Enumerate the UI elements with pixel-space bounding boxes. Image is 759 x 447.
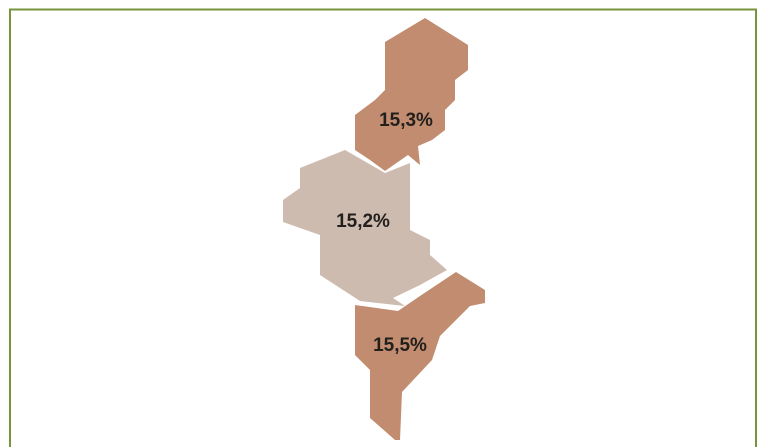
region-south (355, 272, 485, 440)
region-label: 15,3% (379, 110, 433, 131)
frame (9, 8, 757, 447)
region-label: 15,2% (336, 211, 390, 232)
region-north (355, 18, 468, 171)
region-label: 15,5% (373, 335, 427, 356)
region-center (283, 150, 447, 306)
